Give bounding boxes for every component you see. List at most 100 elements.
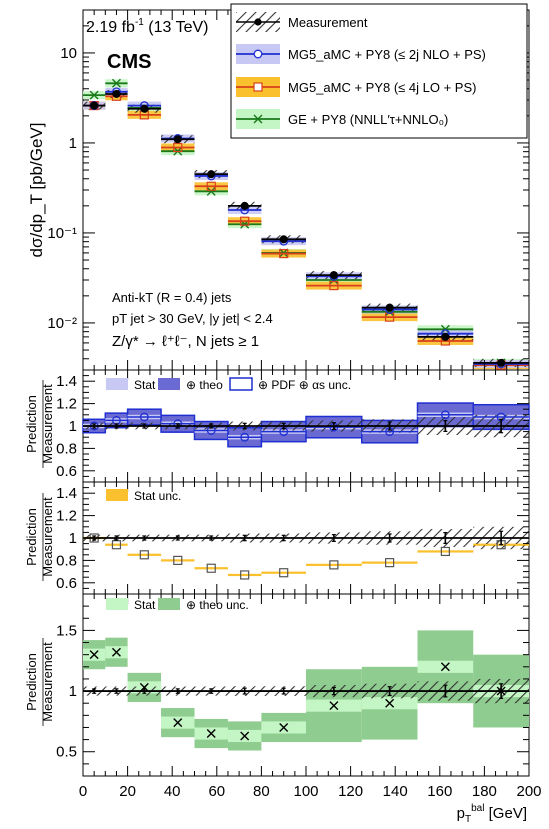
markers-layer bbox=[83, 78, 529, 741]
main-marker-0 bbox=[385, 303, 394, 312]
ratio3-legend-stat-swatch bbox=[106, 598, 128, 610]
main-legend: Measurement MG5_aMC + PY8 (≤ 2j NLO + PS… bbox=[230, 3, 528, 139]
xtick-label: 140 bbox=[383, 783, 408, 800]
legend-lo-label: MG5_aMC + PY8 (≤ 4j LO + PS) bbox=[288, 80, 476, 95]
xtick-label: 40 bbox=[164, 783, 181, 800]
main-marker-2 bbox=[279, 248, 289, 259]
ratio1-legend-stat-swatch bbox=[106, 378, 128, 390]
ratio2-marker bbox=[440, 546, 450, 557]
xtick-label: 200 bbox=[516, 783, 541, 800]
ratio1-legend-stat-label: Stat bbox=[134, 378, 156, 392]
main-marker-0 bbox=[173, 135, 182, 144]
ratio3-ytick-label: 1 bbox=[69, 683, 77, 700]
ratio3-marker bbox=[385, 698, 395, 708]
ratio1-ytick-label: 0.6 bbox=[56, 463, 77, 480]
ratio2-ylabel-bottom: Measurement bbox=[40, 497, 55, 577]
legend-lo-marker bbox=[253, 82, 263, 92]
xtick-label: 60 bbox=[208, 783, 225, 800]
xtick-label: 80 bbox=[253, 783, 270, 800]
ratio3-legend-theo-label: ⊕ theo unc. bbox=[186, 598, 249, 612]
ratio2-ytick-label: 1.2 bbox=[56, 508, 77, 525]
ratio1-marker bbox=[240, 432, 250, 442]
ratio1-ytick-label: 0.8 bbox=[56, 440, 77, 457]
ratio2-marker bbox=[139, 550, 149, 560]
main-marker-2 bbox=[240, 216, 250, 226]
main-marker-2 bbox=[173, 142, 183, 153]
xtick-label: 120 bbox=[338, 783, 363, 800]
ratio2-ytick-label: 1.4 bbox=[56, 485, 77, 502]
ratio2-marker bbox=[240, 570, 250, 580]
main-ylabel: dσ/dp_T [pb/GeV] bbox=[27, 123, 46, 258]
main-marker-0 bbox=[279, 235, 288, 244]
selection-line2: pT jet > 30 GeV, |y jet| < 2.4 bbox=[112, 311, 273, 326]
ratio1-marker bbox=[139, 412, 149, 422]
ratio2-marker bbox=[173, 555, 183, 566]
ratio3-ylabel-top: Prediction bbox=[24, 653, 39, 711]
main-ytick-label: 10⁻¹ bbox=[47, 225, 77, 242]
ratio1-marker bbox=[440, 410, 450, 420]
ratio3-ylabel-bottom: Measurement bbox=[40, 642, 55, 722]
ratio2-marker bbox=[206, 563, 216, 573]
main-marker-3 bbox=[89, 90, 99, 100]
xtick-label: 100 bbox=[293, 783, 318, 800]
ratio1-legend-pdf-label: ⊕ PDF ⊕ αs unc. bbox=[258, 378, 351, 392]
lumi-label: 2.19 fb-1 (13 TeV) bbox=[86, 17, 208, 36]
ratio2-ytick-label: 0.8 bbox=[56, 552, 77, 569]
ratio3-marker bbox=[440, 662, 450, 672]
ratio3-legend-theo-swatch bbox=[158, 598, 180, 610]
ratio1-legend-pdf-swatch bbox=[229, 377, 253, 391]
legend-measurement-marker bbox=[254, 18, 262, 26]
ratio3-marker bbox=[240, 731, 250, 741]
ratio3-marker bbox=[279, 722, 289, 732]
main-marker-0 bbox=[112, 89, 121, 98]
main-marker-2 bbox=[329, 280, 339, 291]
main-marker-0 bbox=[497, 358, 506, 367]
ratio1-ytick-label: 1.4 bbox=[56, 373, 77, 390]
legend-ge-marker bbox=[253, 114, 263, 124]
ratio2-marker bbox=[111, 540, 122, 550]
xtick-label: 20 bbox=[119, 783, 136, 800]
main-marker-0 bbox=[329, 271, 338, 280]
main-marker-2 bbox=[206, 181, 216, 191]
main-ytick-label: 1 bbox=[69, 135, 77, 152]
xtick-label: 180 bbox=[472, 783, 497, 800]
ratio3-legend-stat-label: Stat bbox=[134, 598, 156, 612]
ratio3-ytick-label: 0.5 bbox=[56, 744, 77, 761]
legend-nlo-marker bbox=[253, 49, 263, 59]
xaxis-label: pTbal [GeV] bbox=[457, 803, 527, 825]
axes-layer: 10⁻² 10⁻¹ 1 10 0.6 0.8 1 1.2 1.4 0.6 0.8 1 1.2 1.4 0.5… bbox=[47, 9, 542, 800]
main-marker-0 bbox=[441, 332, 450, 341]
ratio1-legend-theo-label: ⊕ theo bbox=[186, 378, 223, 392]
selection-line1: Anti-kT (R = 0.4) jets bbox=[112, 290, 232, 305]
cms-label: CMS bbox=[107, 51, 151, 73]
ratio1-legend: Stat ⊕ theo ⊕ PDF ⊕ αs unc. bbox=[106, 377, 351, 392]
ratio3-marker bbox=[206, 729, 216, 739]
ratio3-legend: Stat ⊕ theo unc. bbox=[106, 598, 249, 612]
ratio1-ylabel-bottom: Measurement bbox=[40, 384, 55, 464]
main-ytick-label: 10 bbox=[60, 45, 77, 62]
ratio3-ytick-label: 1.5 bbox=[56, 622, 77, 639]
ratio1-legend-theo-swatch bbox=[158, 378, 180, 390]
ratio3-marker bbox=[173, 718, 183, 728]
ratio2-ytick-label: 0.6 bbox=[56, 575, 77, 592]
ratio3-marker bbox=[111, 647, 121, 657]
ratio1-ylabel-top: Prediction bbox=[24, 395, 39, 453]
ratio1-ytick-label: 1.2 bbox=[56, 396, 77, 413]
selection-line3: Z/γ* → ℓ⁺ℓ⁻, N jets ≥ 1 bbox=[112, 333, 259, 350]
main-marker-0 bbox=[207, 170, 216, 179]
main-ytick-label: 10⁻² bbox=[47, 315, 77, 332]
ratio2-marker bbox=[329, 560, 339, 570]
ratio2-legend-stat-swatch bbox=[106, 489, 128, 501]
legend-ge-label: GE + PY8 (NNLL′τ+NNLO₀) bbox=[288, 112, 448, 127]
ratio2-legend-stat-label: Stat unc. bbox=[134, 489, 181, 503]
main-marker-3 bbox=[206, 186, 216, 196]
xtick-label: 160 bbox=[427, 783, 452, 800]
ratio2-ylabel-top: Prediction bbox=[24, 508, 39, 566]
ratio2-marker bbox=[279, 568, 289, 578]
main-marker-0 bbox=[90, 101, 99, 110]
legend-box bbox=[230, 3, 528, 139]
ratio3-marker bbox=[89, 650, 99, 660]
ratio2-marker bbox=[385, 558, 395, 568]
main-marker-0 bbox=[240, 201, 249, 210]
ratio2-ytick-label: 1 bbox=[69, 530, 77, 547]
